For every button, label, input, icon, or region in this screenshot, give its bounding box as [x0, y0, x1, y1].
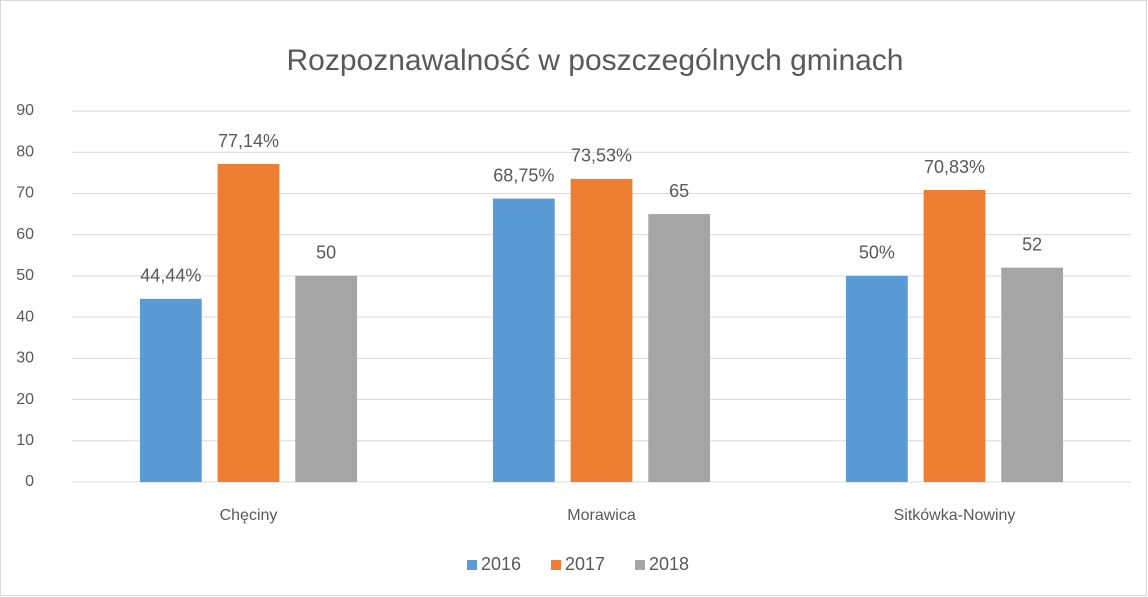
- bar: [570, 178, 633, 482]
- y-tick-label: 80: [16, 143, 34, 160]
- data-label: 70,83%: [924, 157, 985, 177]
- chart-title: Rozpoznawalność w poszczególnych gminach: [287, 44, 904, 77]
- bar: [139, 298, 202, 482]
- data-label: 68,75%: [493, 165, 554, 185]
- legend-swatch: [467, 560, 477, 570]
- y-tick-label: 60: [16, 226, 34, 243]
- y-tick-label: 70: [16, 185, 34, 202]
- y-tick-label: 40: [16, 308, 34, 325]
- y-tick-label: 90: [16, 102, 34, 119]
- data-label: 52: [1022, 234, 1042, 254]
- x-tick-label: Chęciny: [220, 507, 278, 524]
- bar: [217, 164, 280, 482]
- legend-swatch: [635, 560, 645, 570]
- data-label: 73,53%: [571, 146, 632, 166]
- data-label: 50%: [859, 243, 895, 263]
- legend-label: 2017: [565, 554, 605, 574]
- data-label: 65: [669, 181, 689, 201]
- y-tick-label: 50: [16, 267, 34, 284]
- legend-label: 2018: [649, 554, 689, 574]
- bar: [492, 198, 555, 482]
- data-label: 44,44%: [140, 266, 201, 286]
- bar: [648, 214, 711, 483]
- x-tick-label: Sitkówka-Nowiny: [894, 507, 1016, 524]
- bar: [845, 275, 908, 482]
- legend-label: 2016: [481, 554, 521, 574]
- data-label: 50: [316, 243, 336, 263]
- y-tick-label: 10: [16, 432, 34, 449]
- bar: [923, 190, 986, 482]
- x-tick-label: Morawica: [567, 507, 636, 524]
- y-tick-label: 30: [16, 350, 34, 367]
- legend-swatch: [551, 560, 561, 570]
- bar: [295, 275, 358, 482]
- bar: [1001, 267, 1064, 482]
- y-tick-label: 20: [16, 391, 34, 408]
- y-tick-label: 0: [25, 473, 34, 490]
- data-label: 77,14%: [218, 131, 279, 151]
